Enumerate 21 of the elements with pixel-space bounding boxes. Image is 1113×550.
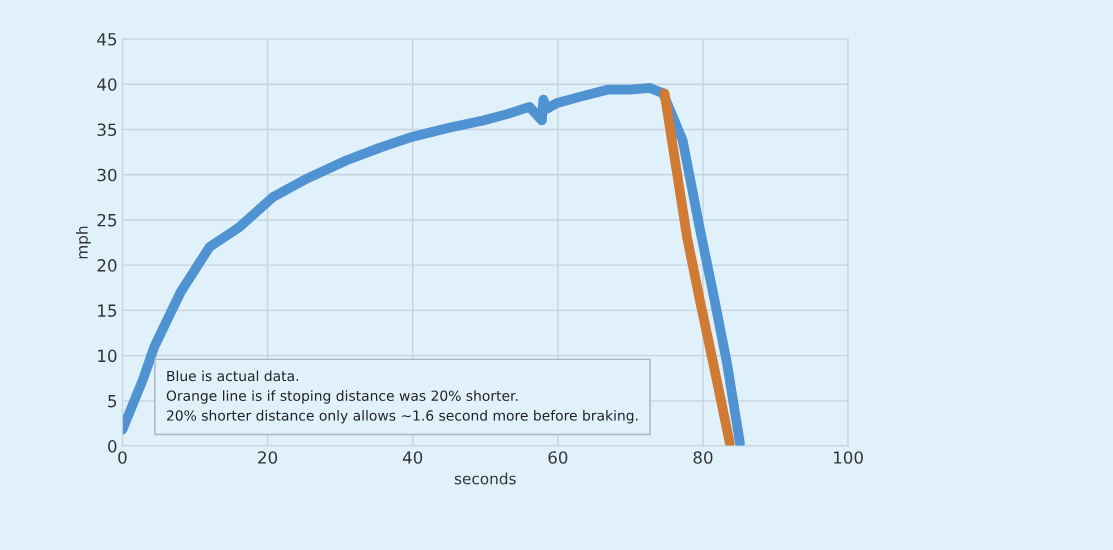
y-tick-label: 25	[97, 213, 117, 227]
x-tick-label: 60	[548, 451, 568, 464]
y-tick-label: 10	[98, 349, 117, 363]
y-axis-title: mph	[76, 226, 91, 259]
y-tick-label: 30	[97, 168, 117, 182]
annotation: Blue is actual data.	[167, 370, 299, 382]
x-tick-label: 0	[118, 451, 127, 464]
y-tick-label: 45	[97, 33, 117, 46]
y-tick-label: 20	[97, 259, 117, 272]
y-tick-label: 15	[98, 304, 117, 317]
x-tick-label: 100	[834, 451, 863, 464]
x-tick-label: 20	[258, 451, 278, 464]
y-tick-label: 35	[97, 123, 117, 137]
annotation: 20% shorter distance only allows ~1.6 second more before braking.	[166, 410, 638, 424]
y-tick-label: 40	[97, 78, 117, 91]
y-tick-label: 5	[108, 395, 117, 408]
x-axis-title: seconds	[454, 472, 516, 485]
annotation: Orange line is if stoping distance was 20% shorter.	[166, 390, 518, 404]
y-tick-label: 0	[108, 440, 117, 453]
x-tick-label: 80	[693, 451, 713, 464]
x-tick-label: 40	[402, 451, 423, 464]
